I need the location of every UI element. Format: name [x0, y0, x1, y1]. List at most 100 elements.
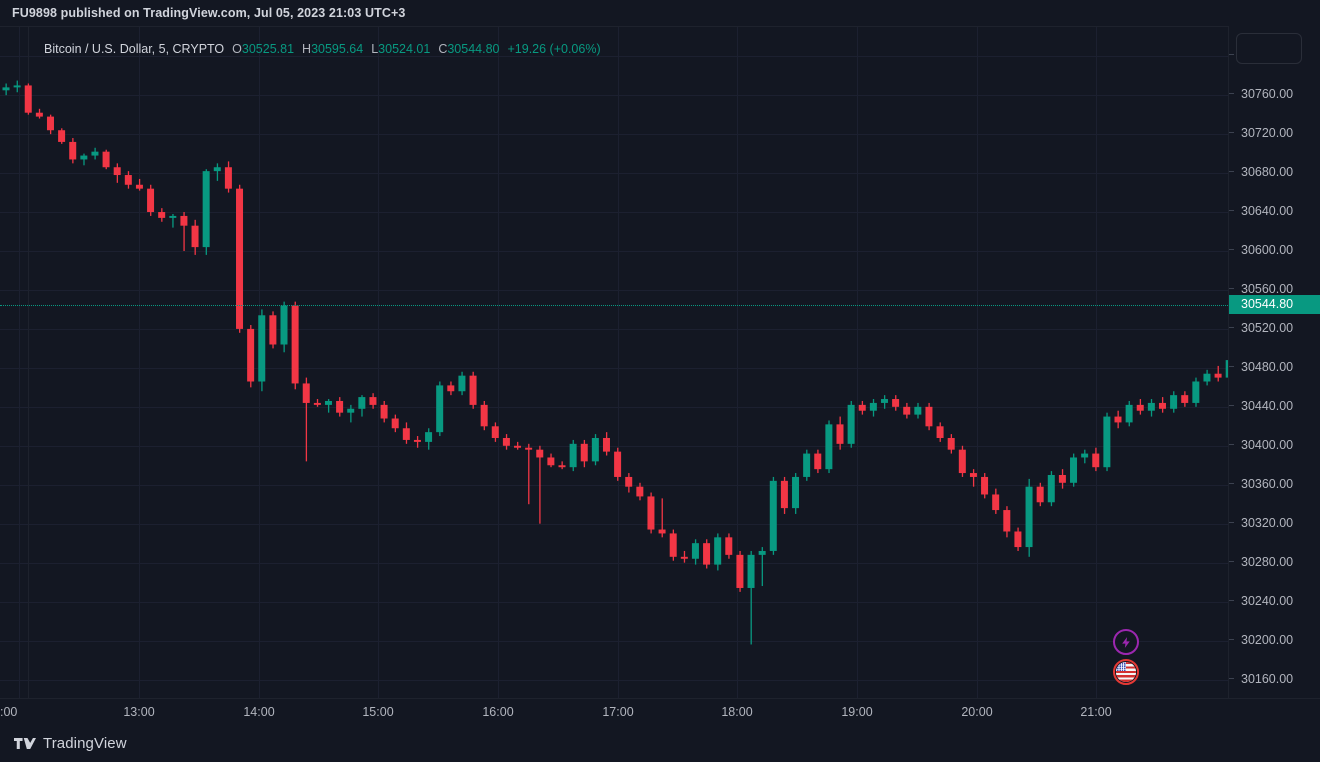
candle-wick [750, 550, 752, 645]
candle-body [147, 188, 155, 213]
candle-body [247, 328, 255, 382]
chart-plot-area[interactable]: Bitcoin / U.S. Dollar, 5, CRYPTO O30525.8… [0, 26, 1228, 699]
candle-body [324, 400, 332, 405]
grid-line-vertical [737, 27, 738, 699]
time-tick-label: 13:00 [123, 705, 155, 719]
candle-body [1058, 475, 1066, 483]
legend-close-value: 30544.80 [447, 42, 500, 56]
candle-body [502, 437, 510, 446]
price-tick-dash [1229, 366, 1234, 367]
grid-line-horizontal [0, 680, 1228, 681]
time-axis[interactable]: :00 13:00 14:00 15:00 16:00 17:00 18:00 19:00 20… [0, 698, 1320, 725]
grid-line-horizontal [0, 329, 1228, 330]
symbol-legend[interactable]: Bitcoin / U.S. Dollar, 5, CRYPTO O30525.8… [44, 41, 601, 57]
candle-body [1014, 531, 1022, 548]
price-tick-label: 30480.00 [1229, 360, 1320, 374]
price-tick-label: 30320.00 [1229, 516, 1320, 530]
candle-body [236, 188, 244, 329]
legend-symbol: Bitcoin / U.S. Dollar, 5, CRYPTO [44, 42, 225, 56]
candle-body [1225, 360, 1228, 378]
grid-line-vertical [139, 27, 140, 699]
grid-line-horizontal [0, 56, 1228, 57]
candle-body [792, 476, 800, 509]
legend-change-value: +19.26 (+0.06%) [507, 42, 601, 56]
candle-body [102, 151, 110, 168]
candle-body [135, 184, 143, 189]
candle-body [536, 449, 544, 458]
candle-body [903, 406, 911, 415]
candle-wick [316, 399, 319, 407]
candle-wick [528, 443, 530, 505]
price-axis[interactable]: 30840.00 30800.0030760.0030720.0030680.0… [1228, 26, 1320, 698]
price-tick-label: 30680.00 [1229, 165, 1320, 179]
candle-body [858, 404, 866, 411]
candle-body [258, 315, 266, 382]
price-tick-label: 30160.00 [1229, 672, 1320, 686]
price-tick-label: 30240.00 [1229, 594, 1320, 608]
publisher-credit: FU9898 published on TradingView.com, Jul… [12, 6, 406, 20]
candle-body [1114, 416, 1122, 423]
grid-line-horizontal [0, 641, 1228, 642]
candle-body [458, 375, 466, 392]
grid-line-horizontal [0, 485, 1228, 486]
candle-body [758, 550, 766, 555]
candle-body [602, 437, 610, 452]
candle-body [514, 445, 522, 448]
candle-body [525, 447, 533, 450]
price-tick-label: 30760.00 [1229, 87, 1320, 101]
candle-body [124, 175, 132, 185]
candle-body [347, 408, 355, 413]
tradingview-wordmark: TradingView [43, 734, 127, 752]
candle-body [1070, 457, 1078, 483]
grid-line-vertical [857, 27, 858, 699]
price-tick-label: 30560.00 [1229, 282, 1320, 296]
grid-line-horizontal [0, 524, 1228, 525]
candle-wick [350, 404, 352, 423]
candle-body [780, 480, 788, 509]
legend-close-label: C [438, 42, 448, 56]
publisher-bar: FU9898 published on TradingView.com, Jul… [0, 0, 1320, 26]
candle-body [302, 383, 310, 403]
grid-line-horizontal [0, 212, 1228, 213]
price-tick-dash [1229, 327, 1234, 328]
candle-body [714, 537, 722, 565]
candle-body [1025, 486, 1033, 548]
candle-body [1147, 402, 1155, 411]
time-tick-label: 20:00 [961, 705, 993, 719]
price-tick-dash [1229, 405, 1234, 406]
candle-body [402, 428, 410, 440]
candle-body [736, 554, 744, 588]
candle-wick [661, 498, 663, 538]
candle-body [13, 85, 21, 88]
candle-body [469, 375, 477, 405]
price-tick-dash [1229, 561, 1234, 562]
candle-body [1170, 395, 1178, 409]
us-flag-event-marker-icon[interactable] [1113, 659, 1139, 685]
candle-body [336, 400, 344, 413]
candle-body [1092, 453, 1100, 468]
candle-wick [761, 547, 763, 587]
candle-body [1158, 402, 1166, 409]
lightning-event-marker-icon[interactable] [1113, 629, 1139, 655]
tradingview-logo[interactable]: TradingView [14, 735, 127, 752]
candle-body [1036, 486, 1044, 503]
legend-high-value: 30595.64 [311, 42, 364, 56]
candle-body [814, 453, 822, 470]
candle-wick [327, 399, 330, 413]
price-tick-label: 30280.00 [1229, 555, 1320, 569]
candle-body [46, 116, 54, 131]
time-tick-label: 16:00 [482, 705, 514, 719]
legend-low-label: L [371, 42, 379, 56]
us-flag-glyph [1116, 662, 1136, 682]
grid-line-horizontal [0, 602, 1228, 603]
candle-body [969, 473, 977, 477]
candle-body [35, 112, 43, 117]
candle-wick [172, 213, 174, 228]
time-tick-label: 21:00 [1080, 705, 1112, 719]
candle-body [291, 305, 299, 384]
candle-body [313, 402, 321, 405]
price-tick-dash [1229, 483, 1234, 484]
grid-line-vertical [977, 27, 978, 699]
legend-high-label: H [302, 42, 312, 56]
candle-body [1047, 475, 1055, 503]
